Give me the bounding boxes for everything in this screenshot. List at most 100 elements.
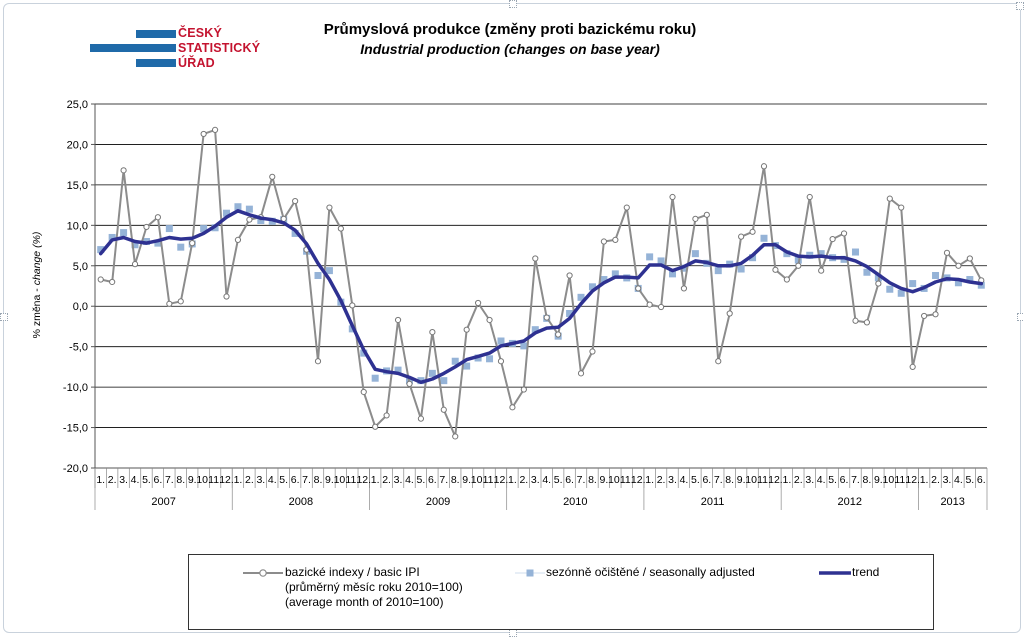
seasonal-point [108,233,116,241]
month-label: 2. [657,474,666,486]
title-english: Industrial production (changes on base y… [360,41,660,57]
month-label: 9. [737,474,746,486]
month-label: 12. [905,474,920,486]
basic-point [921,312,928,320]
month-label: 3. [119,474,128,486]
basic-point [852,317,859,324]
seasonal-point [886,285,894,293]
y-axis-label: % změna - change (%) [31,232,43,339]
month-label: 9. [462,474,471,486]
seasonal-point [577,293,585,301]
basic-point [886,195,893,202]
basic-point [760,163,768,170]
basic-point [898,204,905,211]
month-label: 7. [439,474,448,486]
month-label: 5. [691,474,700,486]
logo-line-2: STATISTICKÝ [178,41,261,55]
basic-point [509,404,516,411]
basic-point [543,314,550,321]
month-label: 7. [714,474,723,486]
seasonal-point [154,239,162,247]
basic-point [429,329,436,336]
seasonal-point [737,265,745,273]
axes [91,103,988,510]
month-label: 10. [745,474,760,486]
basic-point [143,223,150,231]
month-label: 4. [542,474,551,486]
y-tick-label: -15,0 [63,423,88,435]
basic-point [806,193,813,201]
seasonal-point [394,366,402,374]
chart-frame [3,3,1021,633]
month-label: 2. [931,474,940,486]
basic-point [955,262,962,269]
seasonal-point [588,283,596,291]
basic-point [829,235,836,243]
seasonal-point [497,337,505,345]
seasonal-point [325,267,333,275]
month-label: 6. [702,474,711,486]
month-label: 5. [417,474,426,486]
seasonal-point [817,250,825,258]
month-label: 3. [394,474,403,486]
basic-point [795,262,802,269]
basic-point [349,302,356,309]
resize-handle-left[interactable] [0,313,8,321]
basic-point [440,406,447,413]
logo-line-3: ÚŘAD [178,56,215,70]
basic-point [966,255,973,262]
basic-point [109,278,116,286]
seasonal-point [954,279,962,287]
month-label: 10. [882,474,897,486]
y-tick-label: 10,0 [67,220,88,232]
basic-point [715,358,722,365]
logo-bar-3 [136,59,176,67]
seasonal-point [451,357,459,365]
legend-basic-line2: (průměrný měsíc roku 2010=100) [285,580,463,594]
basic-point [486,316,493,324]
resize-handle-top[interactable] [509,0,517,8]
basic-point [612,236,619,243]
basic-point [818,267,825,274]
basic-point [600,238,607,245]
seasonal-point [851,248,859,256]
month-label: 1. [234,474,243,486]
y-tick-label: 0,0 [73,301,88,313]
seasonal-point [714,267,722,275]
seasonal-point [486,355,494,363]
month-label: 4. [817,474,826,486]
year-label: 2008 [289,496,313,508]
basic-point [166,300,173,307]
basic-point [532,255,539,262]
month-label: 7. [577,474,586,486]
month-label: 4. [680,474,689,486]
month-label: 4. [405,474,414,486]
basic-point [692,215,699,222]
basic-point [269,173,276,180]
seasonal-point [657,257,665,265]
y-tick-label: -20,0 [63,463,88,475]
basic-point [326,204,333,211]
month-label: 10. [471,474,486,486]
month-label: 1. [508,474,517,486]
basic-point [566,272,573,279]
month-label: 6. [977,474,986,486]
resize-handle-right[interactable] [1017,313,1024,321]
month-label: 9. [874,474,883,486]
month-label: 10. [608,474,623,486]
basic-point [497,358,505,365]
month-label: 1. [96,474,105,486]
basic-point [623,204,630,211]
month-label: 5. [828,474,837,486]
basic-point [475,299,482,307]
y-tick-label: -10,0 [63,382,88,394]
basic-point [177,298,184,305]
seasonal-point [691,250,699,258]
y-tick-label: 5,0 [73,261,88,273]
month-label: 12. [768,474,783,486]
basic-point [417,415,425,422]
seasonal-point [669,270,677,278]
basic-point [863,319,871,326]
month-label: 12. [356,474,371,486]
